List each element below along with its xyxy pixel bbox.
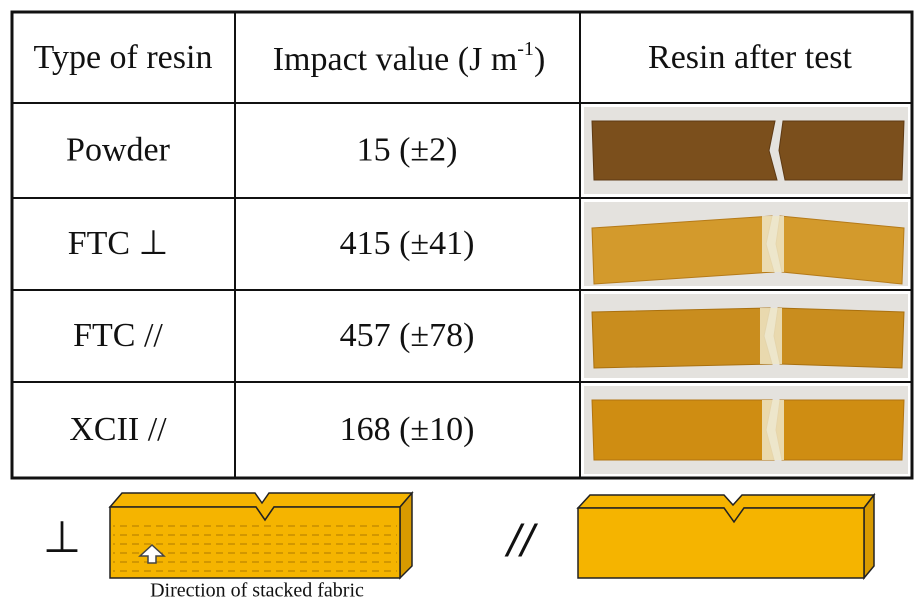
block-front: [578, 508, 864, 578]
row-label: XCII //: [69, 411, 167, 448]
row-label: FTC ⊥: [68, 225, 168, 262]
resin-photo: [584, 202, 908, 286]
table: Type of resin Impact value (J m-1) Resin…: [12, 12, 912, 478]
specimen-piece: [592, 121, 777, 180]
impact-value: 457 (±78): [340, 317, 475, 354]
specimen-piece: [774, 308, 904, 368]
specimen-piece: [776, 400, 904, 460]
fracture-zone: [762, 400, 784, 460]
specimen-piece: [592, 400, 774, 460]
legend-caption: Direction of stacked fabric: [150, 580, 364, 602]
impact-value: 15 (±2): [357, 131, 458, 168]
specimen-piece: [776, 216, 904, 284]
header-text: Impact value (J m: [273, 41, 518, 78]
block-side: [400, 493, 412, 578]
specimen-piece: [779, 121, 904, 180]
row-label: FTC //: [73, 317, 163, 354]
resin-photo: [584, 107, 908, 194]
perpendicular-symbol: ⊥: [43, 512, 81, 563]
specimen-piece: [592, 216, 774, 284]
parallel-symbol: //: [505, 517, 539, 563]
header-cell: Impact value (J m-1): [273, 38, 546, 78]
header-cell: Resin after test: [648, 39, 852, 76]
header-cell: Type of resin: [34, 39, 213, 76]
header-text: ): [534, 41, 545, 78]
block-side: [864, 495, 874, 578]
fracture-zone: [762, 216, 784, 272]
header-superscript: -1: [517, 38, 534, 60]
impact-value: 168 (±10): [340, 411, 475, 448]
resin-photo: [584, 294, 908, 378]
legend: ⊥ Direction of stacked fabric //: [43, 493, 874, 602]
specimen-piece: [592, 308, 772, 368]
impact-value: 415 (±41): [340, 225, 475, 262]
resin-photo: [584, 386, 908, 474]
row-label: Powder: [66, 131, 171, 168]
fracture-zone: [760, 308, 782, 364]
figure: Type of resin Impact value (J m-1) Resin…: [0, 0, 914, 603]
